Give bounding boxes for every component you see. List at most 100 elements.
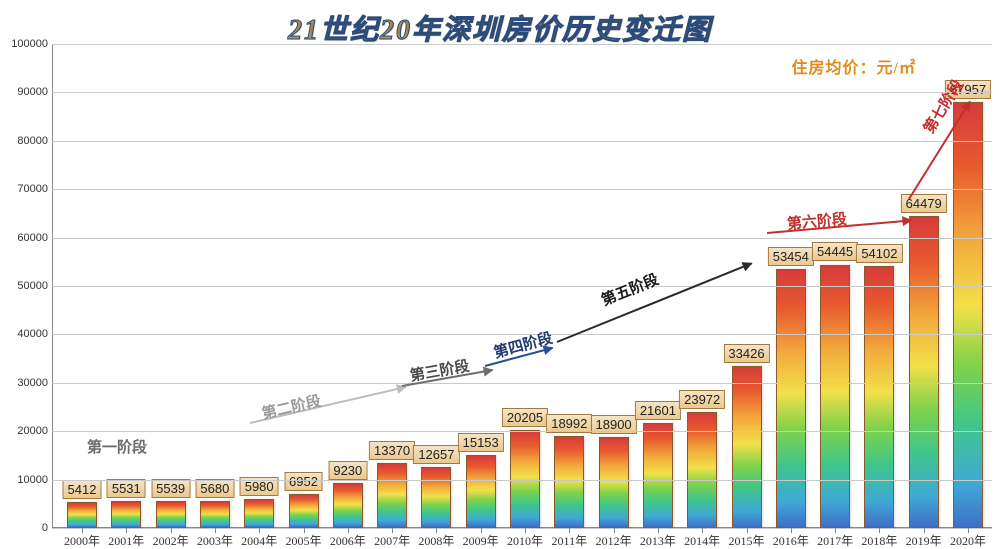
x-tick-label: 2004年 [241, 532, 277, 549]
bar-value-label: 9230 [328, 461, 367, 480]
bar-value-label: 54445 [812, 242, 858, 261]
x-tick-mark [436, 528, 437, 533]
x-tick-mark [126, 528, 127, 533]
y-tick-label: 60000 [0, 232, 48, 244]
bar-value-label: 5539 [151, 479, 190, 498]
bar [200, 501, 230, 528]
bar-value-label: 6952 [284, 472, 323, 491]
x-tick-label: 2012年 [596, 532, 632, 549]
x-tick-mark [525, 528, 526, 533]
bar [687, 412, 717, 528]
x-tick-mark [791, 528, 792, 533]
x-tick-mark [614, 528, 615, 533]
bar-value-label: 15153 [458, 433, 504, 452]
y-tick-label: 80000 [0, 135, 48, 147]
y-tick-label: 90000 [0, 86, 48, 98]
bar [466, 455, 496, 528]
gridline [52, 286, 992, 287]
bar-value-label: 20205 [502, 408, 548, 427]
bar-value-label: 5412 [63, 480, 102, 499]
bar [156, 501, 186, 528]
bar-value-label: 54102 [856, 244, 902, 263]
y-tick-label: 50000 [0, 280, 48, 292]
bar [599, 437, 629, 528]
x-tick-mark [304, 528, 305, 533]
x-tick-mark [968, 528, 969, 533]
bar [820, 265, 850, 529]
bar-value-label: 23972 [679, 390, 725, 409]
x-tick-label: 2005年 [285, 532, 321, 549]
x-tick-mark [215, 528, 216, 533]
gridline [52, 528, 992, 529]
x-tick-label: 2017年 [817, 532, 853, 549]
x-tick-label: 2018年 [861, 532, 897, 549]
x-tick-label: 2019年 [906, 532, 942, 549]
bar-value-label: 12657 [413, 445, 459, 464]
stage-label: 第一阶段 [87, 436, 147, 457]
x-tick-mark [171, 528, 172, 533]
x-tick-label: 2020年 [950, 532, 986, 549]
x-tick-label: 2011年 [552, 532, 588, 549]
x-tick-label: 2010年 [507, 532, 543, 549]
x-tick-mark [481, 528, 482, 533]
chart-title: 21世纪20年深圳房价历史变迁图 [0, 8, 1000, 48]
bar [776, 269, 806, 528]
bar [554, 436, 584, 528]
y-tick-label: 0 [0, 522, 48, 534]
x-tick-mark [879, 528, 880, 533]
bar-value-label: 5531 [107, 479, 146, 498]
x-tick-label: 2008年 [418, 532, 454, 549]
x-tick-label: 2007年 [374, 532, 410, 549]
x-tick-mark [747, 528, 748, 533]
x-tick-mark [392, 528, 393, 533]
bar-value-label: 53454 [768, 247, 814, 266]
bar [377, 463, 407, 528]
x-tick-mark [658, 528, 659, 533]
x-tick-label: 2013年 [640, 532, 676, 549]
bar [244, 499, 274, 528]
bar-value-label: 64479 [901, 194, 947, 213]
x-tick-label: 2000年 [64, 532, 100, 549]
gridline [52, 238, 992, 239]
chart-plot-area: 5412553155395680598069529230133701265715… [52, 44, 992, 528]
x-tick-mark [82, 528, 83, 533]
y-tick-label: 10000 [0, 474, 48, 486]
x-tick-mark [348, 528, 349, 533]
gridline [52, 189, 992, 190]
x-tick-label: 2003年 [197, 532, 233, 549]
x-tick-mark [835, 528, 836, 533]
x-tick-label: 2014年 [684, 532, 720, 549]
x-tick-label: 2002年 [153, 532, 189, 549]
bar [111, 501, 141, 528]
gridline [52, 383, 992, 384]
y-tick-label: 100000 [0, 38, 48, 50]
bar-value-label: 5680 [195, 479, 234, 498]
y-tick-label: 20000 [0, 425, 48, 437]
x-tick-label: 2015年 [728, 532, 764, 549]
gridline [52, 44, 992, 45]
x-tick-mark [924, 528, 925, 533]
bar [421, 467, 451, 528]
bar [333, 483, 363, 528]
x-tick-mark [569, 528, 570, 533]
gridline [52, 431, 992, 432]
y-tick-label: 70000 [0, 183, 48, 195]
x-tick-label: 2016年 [773, 532, 809, 549]
y-tick-label: 30000 [0, 377, 48, 389]
bar [953, 102, 983, 528]
bar [67, 502, 97, 528]
gridline [52, 92, 992, 93]
chart-root: 21世纪20年深圳房价历史变迁图 住房均价：元/㎡ 54125531553956… [0, 0, 1000, 549]
y-tick-label: 40000 [0, 328, 48, 340]
x-tick-mark [702, 528, 703, 533]
x-tick-mark [259, 528, 260, 533]
bar-value-label: 33426 [723, 344, 769, 363]
bar [643, 423, 673, 528]
bar [289, 494, 319, 528]
x-tick-label: 2006年 [330, 532, 366, 549]
bar [909, 216, 939, 528]
gridline [52, 141, 992, 142]
bar-value-label: 13370 [369, 441, 415, 460]
bar [864, 266, 894, 528]
bar-value-label: 21601 [635, 401, 681, 420]
